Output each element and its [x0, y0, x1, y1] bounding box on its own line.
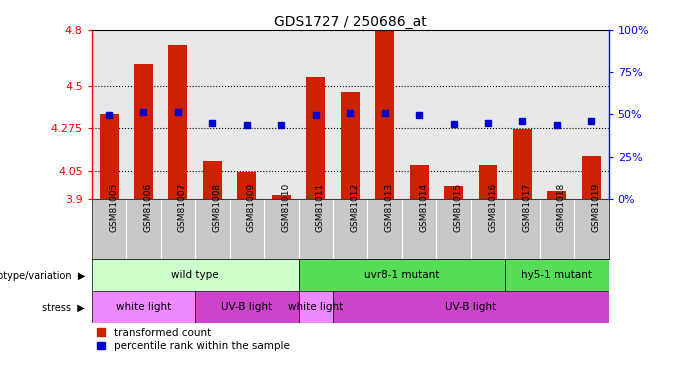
- Bar: [272, 195, 291, 199]
- Text: wild type: wild type: [171, 270, 219, 280]
- Text: UV-B light: UV-B light: [445, 302, 496, 312]
- Text: GSM81018: GSM81018: [557, 183, 566, 232]
- Text: GSM81015: GSM81015: [454, 183, 462, 232]
- Text: GSM81012: GSM81012: [350, 183, 359, 232]
- Bar: [341, 92, 360, 199]
- Bar: [92, 259, 299, 291]
- Bar: [409, 165, 428, 199]
- Text: white light: white light: [288, 302, 343, 312]
- Bar: [195, 291, 299, 322]
- Bar: [134, 64, 153, 199]
- Bar: [92, 291, 195, 322]
- Bar: [333, 291, 609, 322]
- Text: hy5-1 mutant: hy5-1 mutant: [522, 270, 592, 280]
- Bar: [547, 191, 566, 199]
- Text: GSM81008: GSM81008: [212, 183, 222, 232]
- Text: GSM81006: GSM81006: [143, 183, 152, 232]
- Text: GSM81013: GSM81013: [385, 183, 394, 232]
- Legend: transformed count, percentile rank within the sample: transformed count, percentile rank withi…: [97, 328, 290, 351]
- Text: GSM81005: GSM81005: [109, 183, 118, 232]
- Bar: [169, 45, 188, 199]
- Bar: [203, 161, 222, 199]
- Bar: [299, 291, 333, 322]
- Bar: [479, 165, 498, 199]
- Bar: [237, 172, 256, 199]
- Text: uvr8-1 mutant: uvr8-1 mutant: [364, 270, 439, 280]
- Bar: [99, 114, 118, 199]
- Bar: [582, 156, 601, 199]
- Bar: [513, 129, 532, 199]
- Title: GDS1727 / 250686_at: GDS1727 / 250686_at: [274, 15, 426, 29]
- Text: white light: white light: [116, 302, 171, 312]
- Bar: [444, 186, 463, 199]
- Text: GSM81014: GSM81014: [419, 183, 428, 232]
- Bar: [299, 259, 505, 291]
- Bar: [306, 77, 325, 199]
- Text: GSM81019: GSM81019: [592, 183, 600, 232]
- Text: GSM81009: GSM81009: [247, 183, 256, 232]
- Bar: [375, 30, 394, 199]
- Text: GSM81016: GSM81016: [488, 183, 497, 232]
- Text: GSM81010: GSM81010: [282, 183, 290, 232]
- Text: GSM81011: GSM81011: [316, 183, 325, 232]
- Text: GSM81017: GSM81017: [522, 183, 532, 232]
- Text: UV-B light: UV-B light: [221, 302, 273, 312]
- Text: genotype/variation  ▶: genotype/variation ▶: [0, 271, 85, 280]
- Text: stress  ▶: stress ▶: [42, 303, 85, 312]
- Text: GSM81007: GSM81007: [178, 183, 187, 232]
- Bar: [505, 259, 609, 291]
